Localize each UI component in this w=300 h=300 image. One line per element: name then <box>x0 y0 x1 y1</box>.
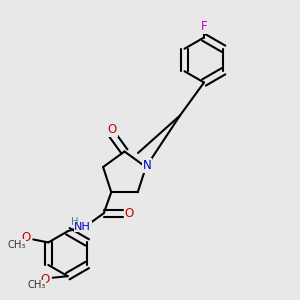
Text: O: O <box>108 123 117 136</box>
Text: F: F <box>201 20 207 34</box>
Text: NH: NH <box>74 222 91 232</box>
Text: O: O <box>40 273 50 286</box>
Text: H: H <box>71 217 78 226</box>
Text: N: N <box>143 159 152 172</box>
Text: CH₃: CH₃ <box>27 280 46 290</box>
Text: CH₃: CH₃ <box>8 240 26 250</box>
Text: O: O <box>21 232 30 244</box>
Text: O: O <box>124 207 134 220</box>
